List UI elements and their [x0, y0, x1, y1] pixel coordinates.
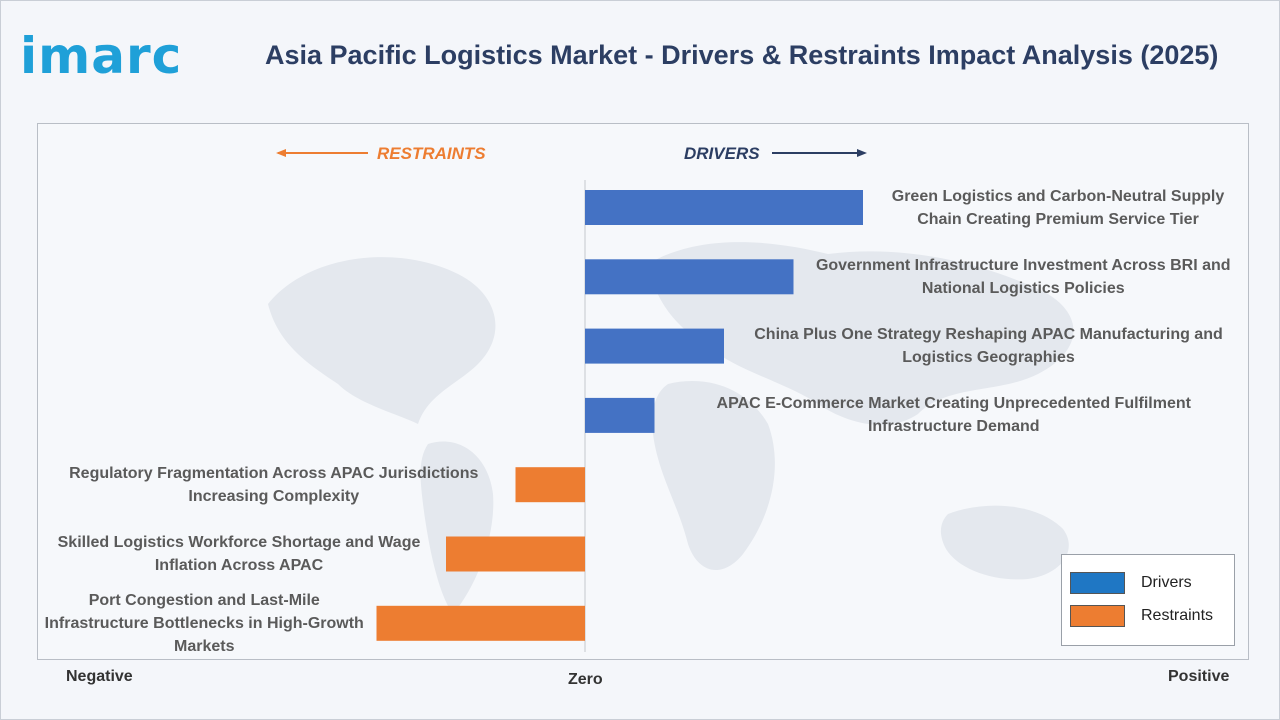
restraint-bar-5 — [515, 467, 585, 503]
driver-bar-3 — [585, 328, 724, 364]
category-label-line: APAC E-Commerce Market Creating Unpreced… — [716, 395, 1191, 413]
restraints-direction-label: RESTRAINTS — [377, 144, 486, 163]
category-label: Government Infrastructure Investment Acr… — [802, 254, 1246, 300]
axis-label-positive: Positive — [1168, 668, 1230, 685]
driver-bar-1 — [585, 190, 863, 225]
category-label: China Plus One Strategy Reshaping APAC M… — [732, 323, 1245, 369]
restraint-bar-7 — [376, 605, 585, 641]
axis-label-zero: Zero — [568, 671, 603, 688]
legend-swatch-drivers — [1070, 572, 1125, 594]
drivers-direction-label: DRIVERS — [684, 144, 760, 163]
restraints-arrowhead — [276, 149, 286, 157]
category-label-line: Government Infrastructure Investment Acr… — [815, 256, 1231, 274]
page-title: Asia Pacific Logistics Market - Drivers … — [265, 40, 1219, 70]
category-label-line: Infrastructure Bottlenecks in High-Growt… — [44, 614, 364, 632]
category-label: Green Logistics and Carbon-Neutral Suppl… — [871, 185, 1245, 231]
category-label-line: Inflation Across APAC — [154, 557, 324, 574]
drivers-arrowhead — [857, 149, 867, 157]
category-label-line: Markets — [174, 637, 235, 655]
category-label-line: Chain Creating Premium Service Tier — [917, 210, 1199, 228]
category-label: Skilled Logistics Workforce Shortage and… — [40, 531, 438, 577]
category-label-line: Port Congestion and Last-Mile — [88, 591, 320, 609]
category-label-line: Green Logistics and Carbon-Neutral Suppl… — [891, 187, 1225, 205]
category-label: APAC E-Commerce Market Creating Unpreced… — [663, 392, 1246, 438]
driver-bar-2 — [585, 259, 794, 295]
category-label-line: China Plus One Strategy Reshaping APAC M… — [754, 326, 1223, 344]
category-label-line: Infrastructure Demand — [867, 418, 1040, 436]
category-label-line: Regulatory Fragmentation Across APAC Jur… — [69, 464, 479, 482]
chart-legend: Drivers Restraints — [1061, 554, 1235, 646]
legend-label-drivers: Drivers — [1141, 574, 1192, 591]
category-label-line: Increasing Complexity — [188, 487, 360, 505]
legend-label-restraints: Restraints — [1141, 607, 1214, 624]
restraint-bar-6 — [446, 536, 585, 572]
imarc-logo: imarc — [20, 27, 183, 85]
category-label-line: Skilled Logistics Workforce Shortage and… — [57, 534, 421, 551]
legend-item-restraints: Restraints — [1070, 604, 1213, 628]
category-label: Port Congestion and Last-Mile Infrastruct… — [40, 589, 369, 658]
axis-label-negative: Negative — [66, 668, 133, 685]
category-label-line: Logistics Geographies — [902, 349, 1075, 367]
driver-bar-4 — [585, 397, 655, 433]
legend-swatch-restraints — [1070, 605, 1125, 627]
legend-item-drivers: Drivers — [1070, 571, 1192, 595]
category-label: Regulatory Fragmentation Across APAC Jur… — [40, 462, 508, 508]
category-label-line: National Logistics Policies — [921, 279, 1125, 297]
